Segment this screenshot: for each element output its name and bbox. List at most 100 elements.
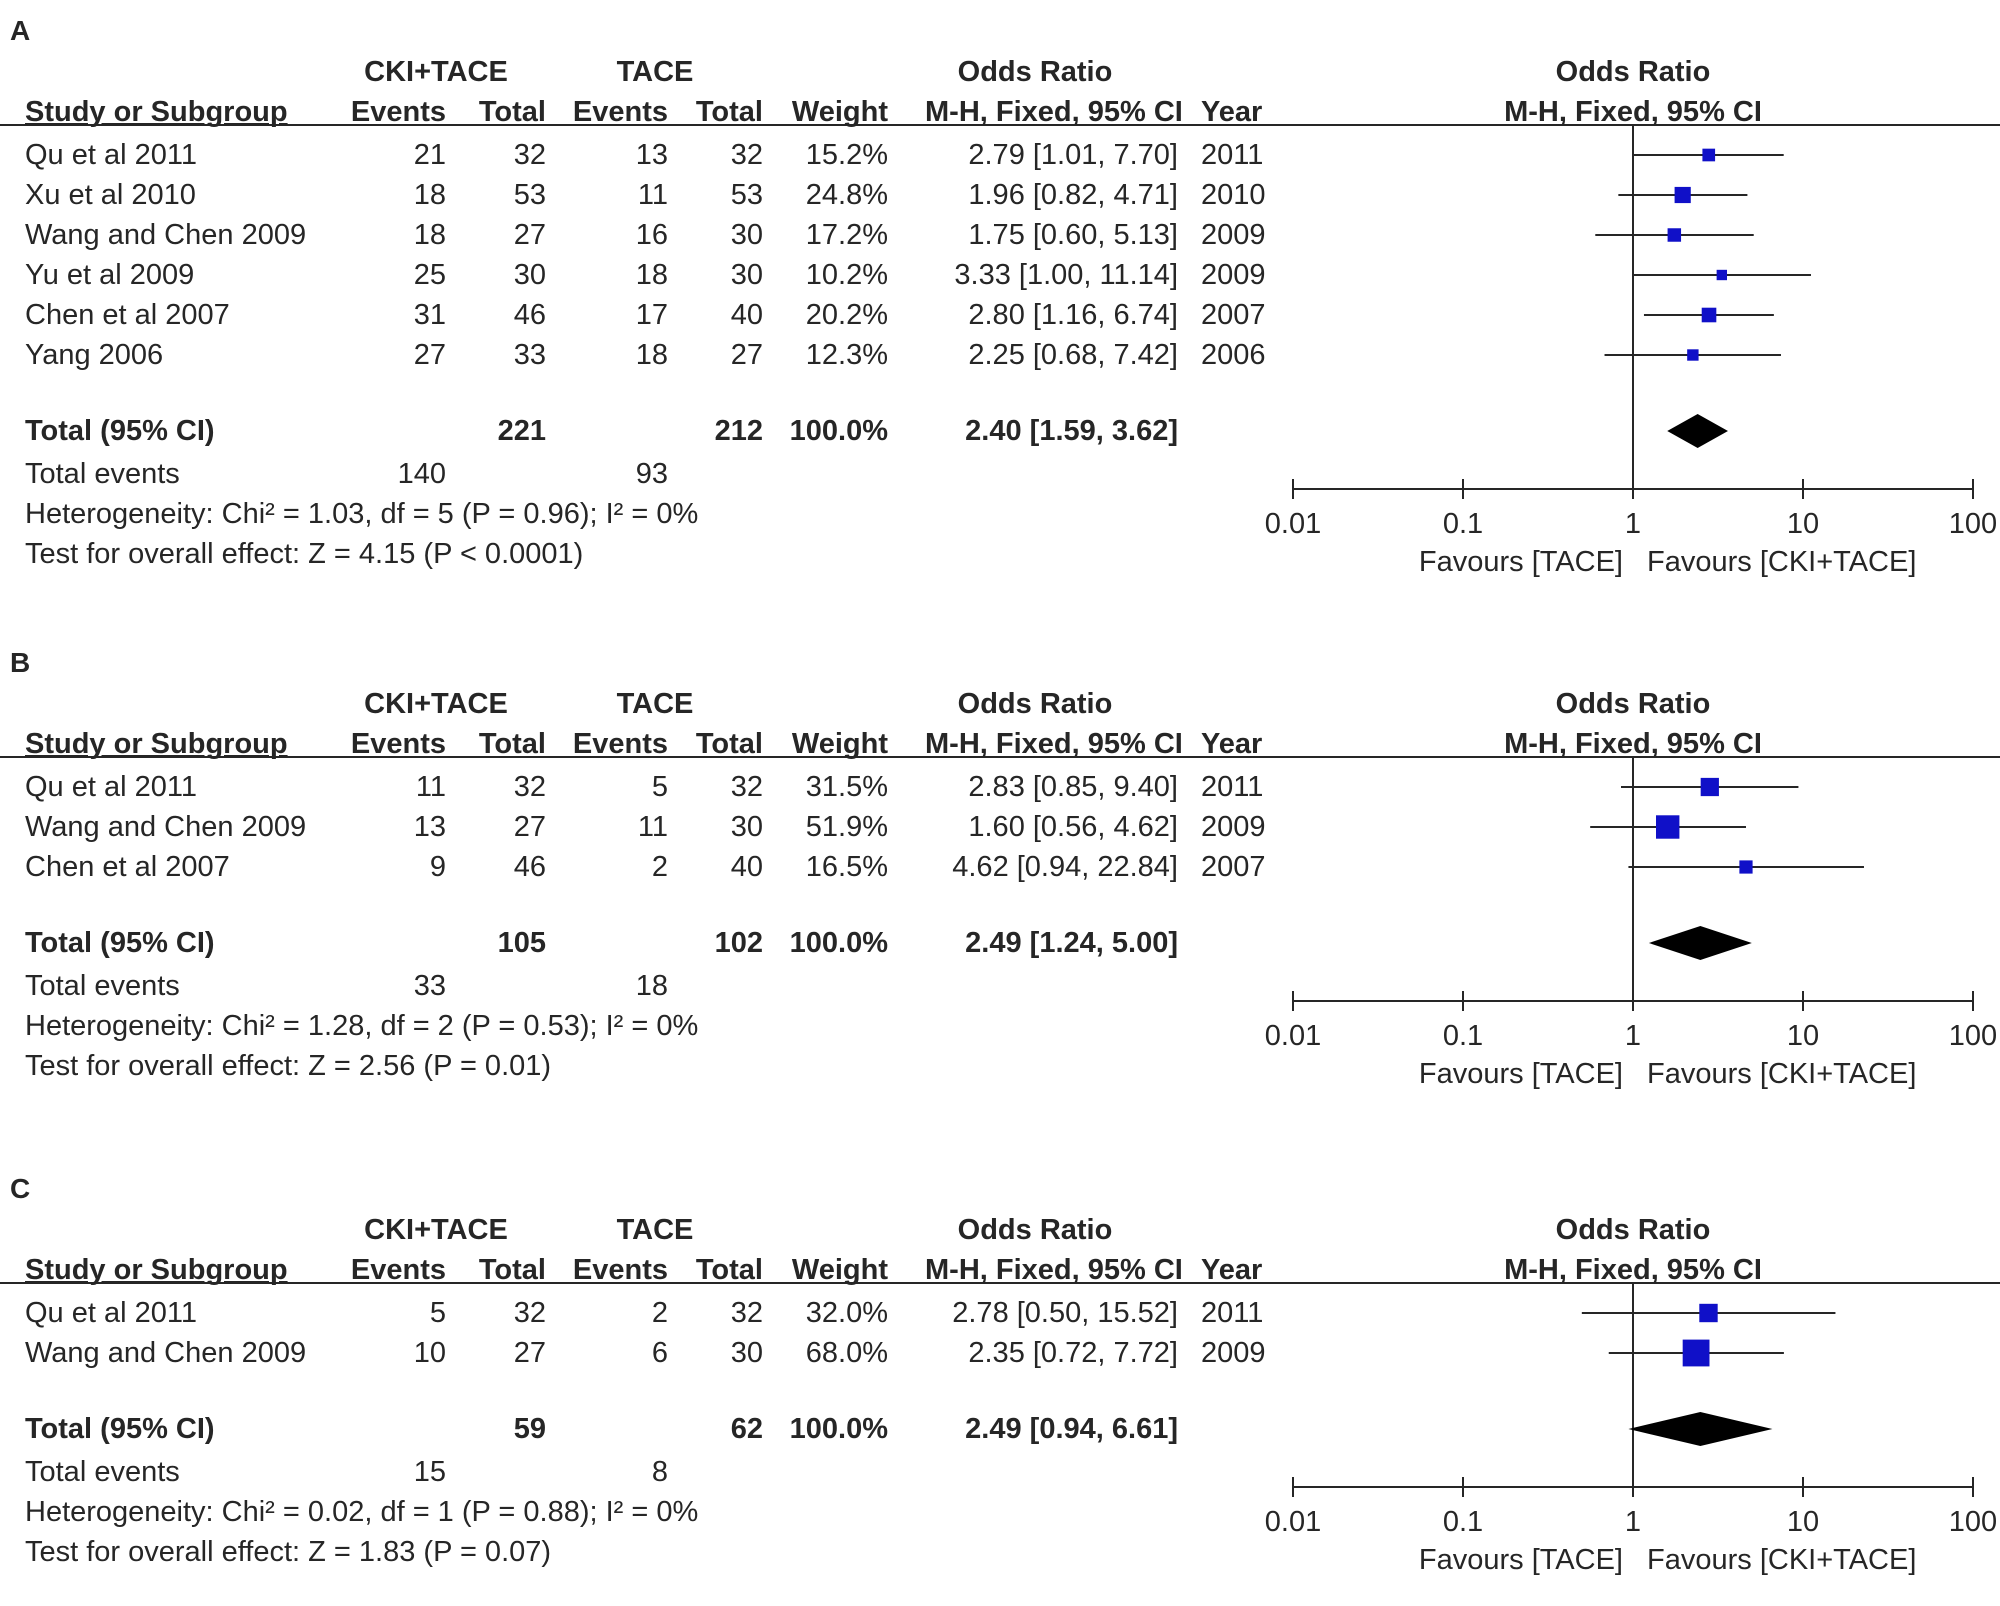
study-exp-total: 32 <box>513 139 546 171</box>
favours-left-label: Favours [TACE] <box>1419 1058 1623 1090</box>
x-axis-tick-label: 100 <box>1949 1506 1997 1538</box>
panel-label: B <box>10 647 31 678</box>
study-year: 2011 <box>1201 771 1264 803</box>
total-events-exp: 33 <box>413 970 446 1002</box>
study-exp-events: 18 <box>413 179 446 211</box>
forest-plot-svg: 0.01 0.1 1 10 100 Favours [TACE] Favours [CKI+… <box>0 1282 2000 1576</box>
x-axis-tick-label: 10 <box>1787 508 1819 540</box>
total-events-label: Total events <box>25 970 180 1002</box>
study-odds-ratio: 2.79 [1.01, 7.70] <box>968 139 1178 171</box>
study-name: Qu et al 2011 <box>25 771 197 803</box>
study-weight: 20.2% <box>805 299 888 331</box>
study-marker <box>1655 815 1680 839</box>
study-weight: 12.3% <box>805 339 888 371</box>
study-ctrl-events: 6 <box>651 1337 668 1369</box>
panel-label: A <box>10 15 31 46</box>
group-header-odds-ratio-table: Odds Ratio <box>957 56 1113 88</box>
study-weight: 16.5% <box>805 851 888 883</box>
total-events-exp: 15 <box>413 1456 446 1488</box>
x-axis-tick-label: 0.01 <box>1265 1506 1321 1538</box>
study-weight: 51.9% <box>805 811 888 843</box>
study-exp-total: 46 <box>513 299 546 331</box>
total-events-ctrl: 18 <box>635 970 668 1002</box>
study-year: 2009 <box>1201 811 1266 843</box>
total-odds-ratio: 2.49 [1.24, 5.00] <box>965 927 1178 959</box>
study-exp-events: 25 <box>413 259 446 291</box>
study-exp-events: 31 <box>413 299 446 331</box>
study-marker <box>1674 186 1691 204</box>
study-year: 2009 <box>1201 259 1266 291</box>
study-weight: 68.0% <box>805 1337 888 1369</box>
total-weight: 100.0% <box>789 927 888 959</box>
study-name: Yang 2006 <box>25 339 164 371</box>
group-header-odds-ratio-plot: Odds Ratio <box>1555 688 1711 720</box>
column-header-exp-events: Events <box>350 728 446 760</box>
total-weight: 100.0% <box>789 415 888 447</box>
study-odds-ratio: 4.62 [0.94, 22.84] <box>952 851 1178 883</box>
study-odds-ratio: 1.75 [0.60, 5.13] <box>968 219 1178 251</box>
overall-effect-text: Test for overall effect: Z = 2.56 (P = 0… <box>25 1050 552 1082</box>
column-header-year: Year <box>1201 96 1263 128</box>
study-ctrl-events: 5 <box>651 771 668 803</box>
panel-label: C <box>10 1173 31 1204</box>
overall-effect-text: Test for overall effect: Z = 1.83 (P = 0… <box>25 1536 552 1568</box>
column-header-weight: Weight <box>791 728 888 760</box>
x-axis-tick-label: 0.1 <box>1443 508 1483 540</box>
pooled-diamond <box>1628 1412 1773 1446</box>
column-header-weight: Weight <box>791 96 888 128</box>
total-events-ctrl: 93 <box>635 458 668 490</box>
column-header-ctrl-events: Events <box>572 1254 668 1286</box>
column-header-study: Study or Subgroup <box>25 1254 288 1286</box>
study-ctrl-events: 17 <box>635 299 668 331</box>
total-weight: 100.0% <box>789 1413 888 1445</box>
study-exp-total: 27 <box>513 219 546 251</box>
total-odds-ratio: 2.40 [1.59, 3.62] <box>965 415 1178 447</box>
study-exp-events: 27 <box>413 339 446 371</box>
study-ctrl-total: 27 <box>730 339 763 371</box>
study-exp-events: 10 <box>413 1337 446 1369</box>
column-header-study: Study or Subgroup <box>25 728 288 760</box>
pooled-diamond <box>1648 926 1752 960</box>
study-name: Yu et al 2009 <box>25 259 195 291</box>
study-ctrl-total: 40 <box>730 299 763 331</box>
column-header-exp-events: Events <box>350 96 446 128</box>
overall-effect-text: Test for overall effect: Z = 4.15 (P < 0… <box>25 538 584 570</box>
study-ctrl-events: 11 <box>637 179 668 211</box>
study-exp-events: 11 <box>415 771 446 803</box>
column-header-ctrl-total: Total <box>695 1254 763 1286</box>
group-header-odds-ratio-table: Odds Ratio <box>957 1214 1113 1246</box>
column-header-method: M-H, Fixed, 95% CI <box>925 728 1183 760</box>
study-ctrl-total: 30 <box>730 219 763 251</box>
column-header-ctrl-total: Total <box>695 728 763 760</box>
study-ctrl-total: 32 <box>730 771 763 803</box>
study-odds-ratio: 2.25 [0.68, 7.42] <box>968 339 1178 371</box>
heterogeneity-text: Heterogeneity: Chi² = 0.02, df = 1 (P = … <box>25 1496 699 1528</box>
x-axis-tick-label: 10 <box>1787 1506 1819 1538</box>
study-year: 2007 <box>1201 299 1266 331</box>
forest-plot-svg: 0.01 0.1 1 10 100 Favours [TACE] Favours [CKI+… <box>0 124 2000 578</box>
group-header-odds-ratio-table: Odds Ratio <box>957 688 1113 720</box>
total-label: Total (95% CI) <box>25 415 215 447</box>
group-header-control: TACE <box>616 1214 694 1246</box>
study-weight: 17.2% <box>805 219 888 251</box>
study-odds-ratio: 1.96 [0.82, 4.71] <box>968 179 1178 211</box>
study-ctrl-total: 30 <box>730 259 763 291</box>
total-events-ctrl: 8 <box>651 1456 668 1488</box>
study-odds-ratio: 3.33 [1.00, 11.14] <box>954 259 1178 291</box>
group-header-odds-ratio-plot: Odds Ratio <box>1555 56 1711 88</box>
study-ctrl-events: 13 <box>635 139 668 171</box>
column-header-exp-total: Total <box>478 96 546 128</box>
total-events-label: Total events <box>25 1456 180 1488</box>
column-header-exp-total: Total <box>478 1254 546 1286</box>
forest-panel-b: B CKI+TACE TACE Odds Ratio Odds Ratio Study o… <box>0 632 2000 1132</box>
favours-right-label: Favours [CKI+TACE] <box>1647 1058 1916 1090</box>
study-weight: 15.2% <box>805 139 888 171</box>
study-name: Qu et al 2011 <box>25 1297 197 1329</box>
column-header-method: M-H, Fixed, 95% CI <box>925 96 1183 128</box>
x-axis-tick-label: 0.01 <box>1265 508 1321 540</box>
favours-right-label: Favours [CKI+TACE] <box>1647 546 1916 578</box>
column-header-study: Study or Subgroup <box>25 96 288 128</box>
study-year: 2010 <box>1201 179 1266 211</box>
study-ctrl-events: 2 <box>651 1297 668 1329</box>
